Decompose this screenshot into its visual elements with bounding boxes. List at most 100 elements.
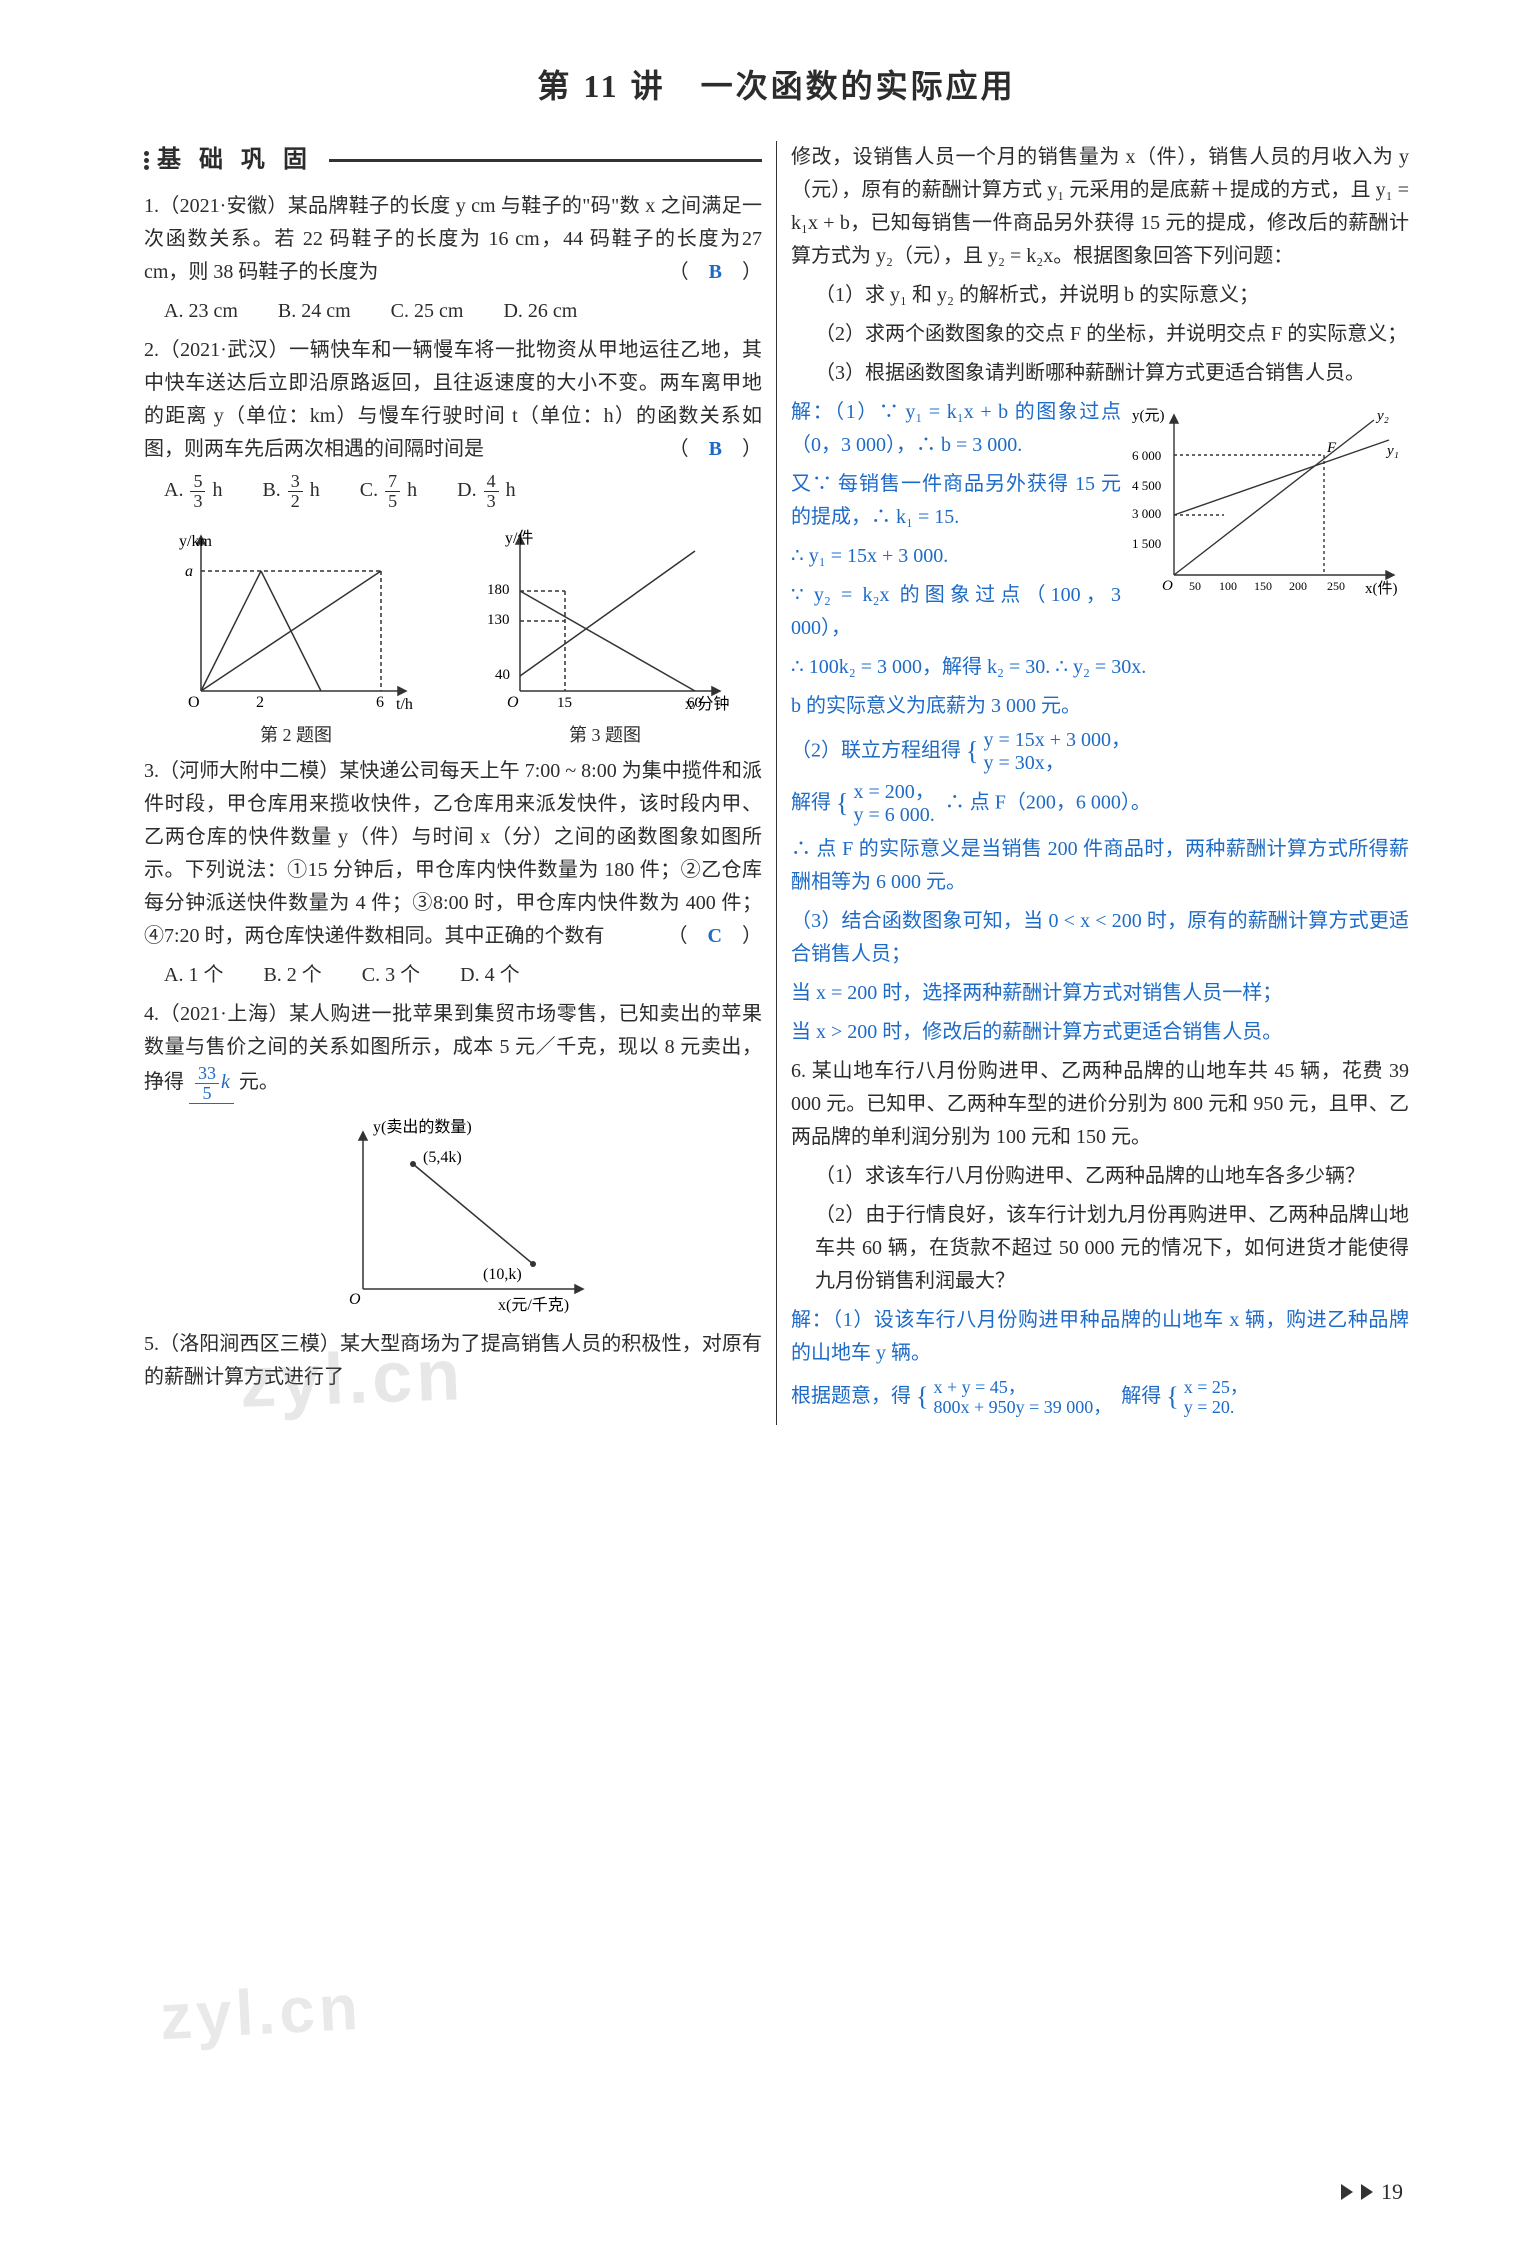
figure-4: y(卖出的数量) x(元/千克) (5,4k) (10,k) O (303, 1114, 603, 1324)
sol5-eq2b: y = 6 000. (853, 804, 934, 826)
page-arrow-icon-2 (1361, 2184, 1373, 2200)
question-2: 2.（2021·武汉）一辆快车和一辆慢车将一批物资从甲地运往乙地，其中快车送达后… (144, 334, 762, 466)
q3-answer-paren: （ C ） (668, 920, 762, 953)
sol5-l11: 当 x = 200 时，选择两种薪酬计算方式对销售人员一样； (791, 977, 1409, 1010)
sol5-l12: 当 x > 200 时，修改后的薪酬计算方式更适合销售人员。 (791, 1016, 1409, 1049)
fig5-xt3: 150 (1254, 579, 1272, 593)
fig2-a: a (185, 563, 193, 580)
sol5-l10: （3）结合函数图象可知，当 0 < x < 200 时，原有的薪酬计算方式更适合… (791, 905, 1409, 971)
q1-answer-paren: （ B ） (669, 256, 762, 289)
fig2-x6: 6 (376, 694, 384, 711)
fig5-xt2: 100 (1219, 579, 1237, 593)
fig4-ylabel: y(卖出的数量) (373, 1118, 472, 1136)
fig3-caption: 第 3 题图 (569, 721, 641, 751)
fig3-y180: 180 (487, 582, 510, 598)
fig5-xt5: 250 (1327, 579, 1345, 593)
fig5-y1: y₁ (1385, 443, 1399, 459)
section-header-basic: 基 础 巩 固 (144, 141, 762, 181)
fig5-xt4: 200 (1289, 579, 1307, 593)
fig3-y130: 130 (487, 612, 510, 628)
sol5-l8-row: 解得 { x = 200， y = 6 000. ∴ 点 F（200，6 000… (791, 781, 1409, 827)
fig2-x2: 2 (256, 694, 264, 711)
fig2-caption: 第 2 题图 (260, 721, 332, 751)
q6-sub1: （1）求该车行八月份购进甲、乙两种品牌的山地车各多少辆？ (815, 1160, 1409, 1193)
fig5-svg: y(元) x(件) O y₂ y₁ F 6 000 4 500 3 000 1 … (1129, 400, 1409, 610)
fig5-yt3: 4 500 (1132, 478, 1161, 493)
figure-2: y/km t/h a O 2 6 第 2 题图 (171, 521, 421, 751)
q2-optA: A. 53 h (164, 472, 222, 511)
dots-icon (144, 151, 149, 170)
sol5-eq1a: y = 15x + 3 000， (983, 729, 1131, 751)
q2-optC: C. 75 h (360, 472, 417, 511)
figure-4-wrap: y(卖出的数量) x(元/千克) (5,4k) (10,k) O (144, 1114, 762, 1324)
page-title: 第 11 讲 一次函数的实际应用 (130, 60, 1423, 113)
question-3: 3.（河师大附中二模）某快递公司每天上午 7:00 ~ 8:00 为集中揽件和派… (144, 755, 762, 953)
figures-row-1: y/km t/h a O 2 6 第 2 题图 (144, 521, 762, 751)
page-number-value: 19 (1381, 2174, 1403, 2210)
page-arrow-icon (1341, 2184, 1353, 2200)
question-6: 6. 某山地车行八月份购进甲、乙两种品牌的山地车共 45 辆，花费 39 000… (791, 1055, 1409, 1154)
sol6-eq1a: x + y = 45， (933, 1377, 1025, 1397)
q3-optD: D. 4 个 (460, 959, 519, 992)
figure-5: y(元) x(件) O y₂ y₁ F 6 000 4 500 3 000 1 … (1129, 400, 1409, 621)
fig3-x15: 15 (557, 695, 572, 711)
watermark-2: zyl.cn (157, 1955, 364, 2071)
fig3-y40: 40 (495, 667, 510, 683)
q1-answer: B (709, 261, 722, 283)
q5-sub3: （3）根据函数图象请判断哪种薪酬计算方式更适合销售人员。 (815, 357, 1409, 390)
fig5-y2: y₂ (1375, 408, 1389, 424)
sol5-eq2a: x = 200， (853, 781, 934, 803)
sol6-eq2b: y = 20. (1184, 1397, 1235, 1417)
q3-text: 3.（河师大附中二模）某快递公司每天上午 7:00 ~ 8:00 为集中揽件和派… (144, 760, 762, 947)
fig3-x60: 60 (687, 695, 702, 711)
fig4-origin: O (349, 1291, 361, 1308)
fig4-svg: y(卖出的数量) x(元/千克) (5,4k) (10,k) O (303, 1114, 603, 1324)
sol5-l8b: ∴ 点 F（200，6 000）。 (945, 791, 1151, 813)
sol5-eq1b: y = 30x， (983, 752, 1064, 774)
q5-cont-p1: 修改，设销售人员一个月的销售量为 x（件），销售人员的月收入为 y（元），原有的… (791, 141, 1409, 273)
sol5-l5: ∴ 100k₂ = 3 000，解得 k₂ = 30. ∴ y₂ = 30x. (791, 651, 1409, 684)
q1-options: A. 23 cm B. 24 cm C. 25 cm D. 26 cm (164, 295, 762, 328)
q6-sub2: （2）由于行情良好，该车行计划九月份再购进甲、乙两种品牌山地车共 60 辆，在货… (815, 1199, 1409, 1298)
q3-optA: A. 1 个 (164, 959, 223, 992)
fig2-xlabel: t/h (396, 696, 413, 713)
fig2-ylabel: y/km (179, 533, 212, 550)
fig4-xlabel: x(元/千克) (498, 1296, 569, 1314)
fig5-ylabel: y(元) (1132, 408, 1165, 424)
solution-5-block: y(元) x(件) O y₂ y₁ F 6 000 4 500 3 000 1 … (791, 396, 1409, 729)
figure-3: y/件 x/分钟 180 130 40 O 15 60 第 3 题图 (475, 521, 735, 751)
sol6-eq2a: x = 25， (1184, 1377, 1248, 1397)
fig5-xlabel: x(件) (1365, 580, 1398, 597)
question-4: 4.（2021·上海）某人购进一批苹果到集贸市场零售，已知卖出的苹果数量与售价之… (144, 998, 762, 1104)
fig5-yt4: 6 000 (1132, 448, 1161, 463)
sol6-l2: 根据题意，得 (791, 1385, 911, 1407)
sol5-l7-row: （2）联立方程组得 { y = 15x + 3 000， y = 30x， (791, 729, 1409, 775)
q3-optC: C. 3 个 (362, 959, 420, 992)
sol5-l6: b 的实际意义为底薪为 3 000 元。 (791, 690, 1409, 723)
right-column: 修改，设销售人员一个月的销售量为 x（件），销售人员的月收入为 y（元），原有的… (777, 141, 1423, 1425)
fig4-p2: (10,k) (483, 1266, 522, 1283)
q4-text-a: 4.（2021·上海）某人购进一批苹果到集贸市场零售，已知卖出的苹果数量与售价之… (144, 1003, 762, 1093)
sol6-row: 根据题意，得 { x + y = 45， 800x + 950y = 39 00… (791, 1376, 1409, 1419)
q1-optB: B. 24 cm (278, 295, 351, 328)
fig3-ylabel: y/件 (505, 529, 533, 547)
q2-answer-paren: （ B ） (669, 433, 762, 466)
two-column-layout: 基 础 巩 固 1.（2021·安徽）某品牌鞋子的长度 y cm 与鞋子的"码"… (130, 141, 1423, 1425)
fig5-xt1: 50 (1189, 579, 1201, 593)
q2-optB: B. 32 h (262, 472, 319, 511)
page-number: 19 (1341, 2174, 1403, 2210)
fig2-origin: O (188, 694, 200, 711)
fig5-origin: O (1162, 578, 1173, 594)
fig5-yt1: 1 500 (1132, 536, 1161, 551)
sol6-eq1b: 800x + 950y = 39 000， (933, 1397, 1111, 1417)
q4-answer: 335k (189, 1064, 234, 1104)
sol6-l3: 解得 (1121, 1385, 1161, 1407)
q2-optD: D. 43 h (457, 472, 515, 511)
left-column: 基 础 巩 固 1.（2021·安徽）某品牌鞋子的长度 y cm 与鞋子的"码"… (130, 141, 777, 1425)
fig5-yt2: 3 000 (1132, 506, 1161, 521)
sol6-l1: 解：（1）设该车行八月份购进甲种品牌的山地车 x 辆，购进乙种品牌的山地车 y … (791, 1304, 1409, 1370)
q3-options: A. 1 个 B. 2 个 C. 3 个 D. 4 个 (164, 959, 762, 992)
section-rule (329, 159, 762, 162)
q3-optB: B. 2 个 (263, 959, 321, 992)
fig3-origin: O (507, 694, 519, 711)
